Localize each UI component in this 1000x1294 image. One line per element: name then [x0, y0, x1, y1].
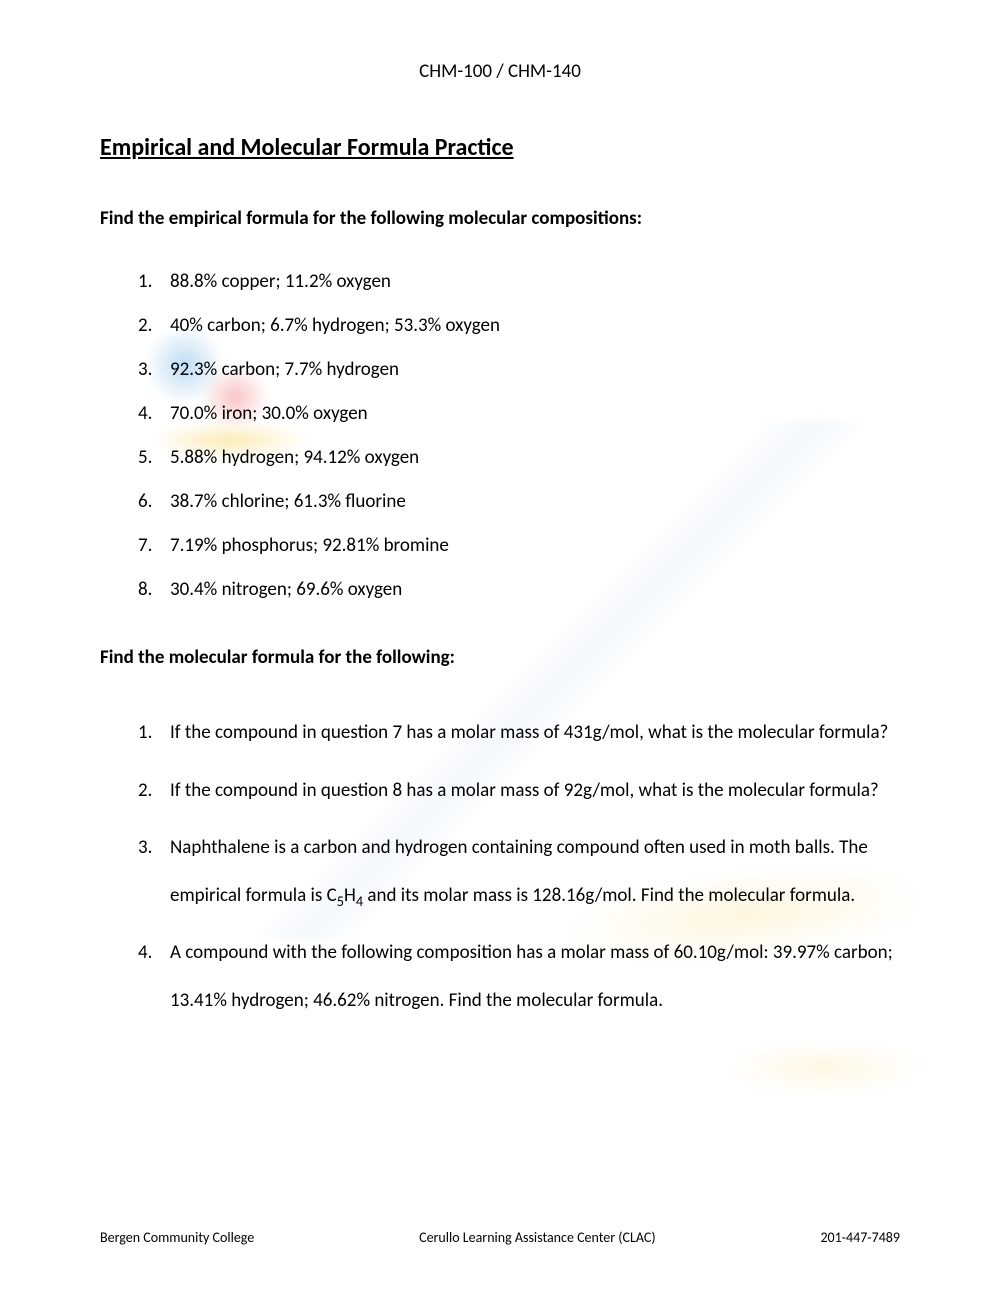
- list-item: 7.7.19% phosphorus; 92.81% bromine: [170, 534, 900, 557]
- item-text: 7.19% phosphorus; 92.81% bromine: [170, 534, 449, 557]
- list-item: 3.Naphthalene is a carbon and hydrogen c…: [170, 824, 900, 919]
- empirical-list: 1.88.8% copper; 11.2% oxygen 2.40% carbo…: [100, 270, 900, 601]
- subscript: 4: [356, 891, 363, 909]
- item-text: 40% carbon; 6.7% hydrogen; 53.3% oxygen: [170, 314, 500, 337]
- subscript: 5: [337, 891, 344, 909]
- item-text: Naphthalene is a carbon and hydrogen con…: [170, 836, 868, 907]
- list-item: 5.5.88% hydrogen; 94.12% oxygen: [170, 446, 900, 469]
- item-number: 2.: [138, 767, 152, 815]
- item-text: 38.7% chlorine; 61.3% fluorine: [170, 490, 406, 513]
- list-item: 1.88.8% copper; 11.2% oxygen: [170, 270, 900, 293]
- list-item: 8.30.4% nitrogen; 69.6% oxygen: [170, 578, 900, 601]
- molecular-list: 1. If the compound in question 7 has a mo…: [100, 709, 900, 1024]
- item-number: 3.: [138, 824, 152, 872]
- item-text: 92.3% carbon; 7.7% hydrogen: [170, 358, 399, 381]
- course-header: CHM-100 / CHM-140: [100, 60, 900, 83]
- section1-heading: Find the empirical formula for the follo…: [100, 207, 900, 230]
- item-text: If the compound in question 7 has a mola…: [170, 721, 888, 744]
- item-number: 5.: [138, 446, 152, 469]
- footer-left: Bergen Community College: [100, 1229, 254, 1246]
- item-number: 4.: [138, 929, 152, 977]
- list-item: 3.92.3% carbon; 7.7% hydrogen: [170, 358, 900, 381]
- item-number: 2.: [138, 314, 152, 337]
- footer-center: Cerullo Learning Assistance Center (CLAC…: [419, 1229, 655, 1246]
- item-number: 1.: [138, 709, 152, 757]
- item-text: 70.0% iron; 30.0% oxygen: [170, 402, 368, 425]
- item-number: 8.: [138, 578, 152, 601]
- footer-right: 201-447-7489: [820, 1229, 900, 1246]
- list-item: 4.A compound with the following composit…: [170, 929, 900, 1024]
- item-text: If the compound in question 8 has a mola…: [170, 779, 879, 802]
- item-number: 3.: [138, 358, 152, 381]
- list-item: 4.70.0% iron; 30.0% oxygen: [170, 402, 900, 425]
- item-number: 4.: [138, 402, 152, 425]
- item-number: 6.: [138, 490, 152, 513]
- item-number: 1.: [138, 270, 152, 293]
- list-item: 6.38.7% chlorine; 61.3% fluorine: [170, 490, 900, 513]
- list-item: 1.If the compound in question 7 has a mo…: [170, 709, 900, 757]
- item-text: 30.4% nitrogen; 69.6% oxygen: [170, 578, 402, 601]
- item-number: 7.: [138, 534, 152, 557]
- list-item: 2.40% carbon; 6.7% hydrogen; 53.3% oxyge…: [170, 314, 900, 337]
- list-item: 2.If the compound in question 8 has a mo…: [170, 767, 900, 815]
- item-text: 88.8% copper; 11.2% oxygen: [170, 270, 391, 293]
- section2-heading: Find the molecular formula for the follo…: [100, 646, 900, 669]
- page-title: Empirical and Molecular Formula Practice: [100, 133, 900, 162]
- item-text: A compound with the following compositio…: [170, 941, 893, 1012]
- item-text: 5.88% hydrogen; 94.12% oxygen: [170, 446, 419, 469]
- page-footer: Bergen Community College Cerullo Learnin…: [100, 1229, 900, 1246]
